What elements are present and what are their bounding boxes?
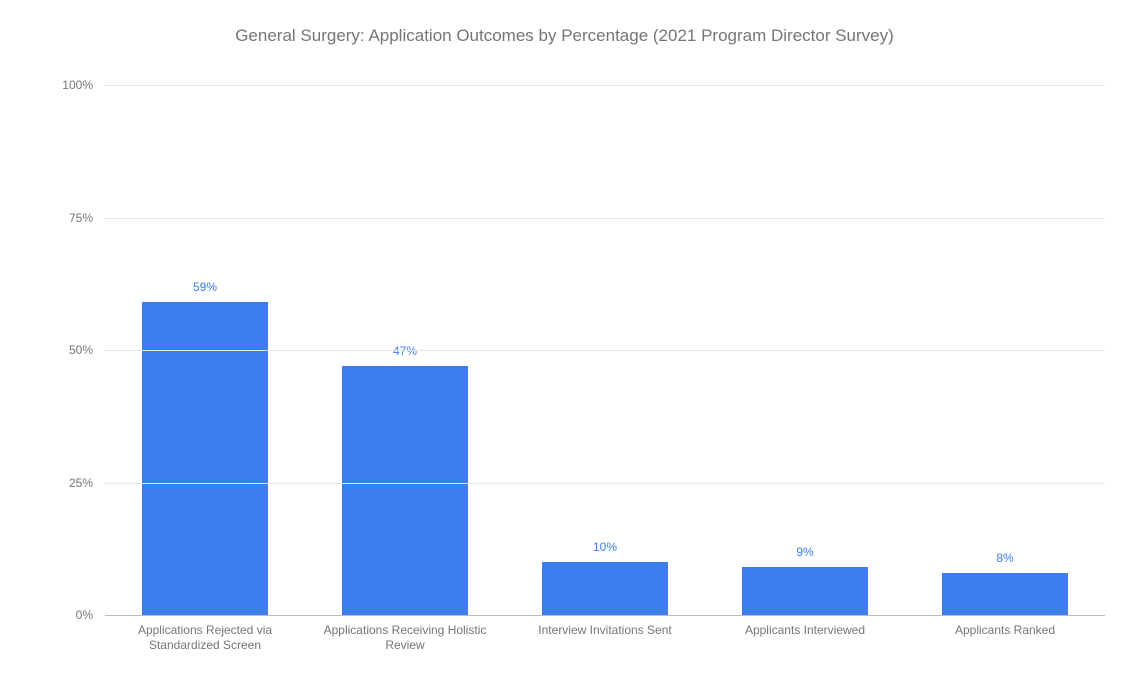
x-axis-category-label: Applicants Interviewed [705,623,905,638]
gridline [105,483,1105,484]
y-axis-tick-label: 25% [0,476,93,490]
bar-value-label: 10% [505,540,705,554]
bar [342,366,468,615]
baseline [105,615,1105,616]
y-axis-tick-label: 0% [0,608,93,622]
bar-value-label: 8% [905,551,1105,565]
bar-chart: General Surgery: Application Outcomes by… [0,0,1129,698]
y-axis-tick-label: 100% [0,78,93,92]
y-axis-tick-label: 50% [0,343,93,357]
x-axis-category-label: Applications Receiving Holistic Review [305,623,505,653]
chart-title: General Surgery: Application Outcomes by… [0,26,1129,46]
bar [542,562,668,615]
bar [942,573,1068,615]
gridline [105,350,1105,351]
x-axis-category-label: Applications Rejected via Standardized S… [105,623,305,653]
gridline [105,218,1105,219]
x-axis-category-label: Interview Invitations Sent [505,623,705,638]
bar-value-label: 59% [105,280,305,294]
x-axis-category-label: Applicants Ranked [905,623,1105,638]
bar-value-label: 9% [705,545,905,559]
gridline [105,85,1105,86]
y-axis-tick-label: 75% [0,211,93,225]
bar [742,567,868,615]
